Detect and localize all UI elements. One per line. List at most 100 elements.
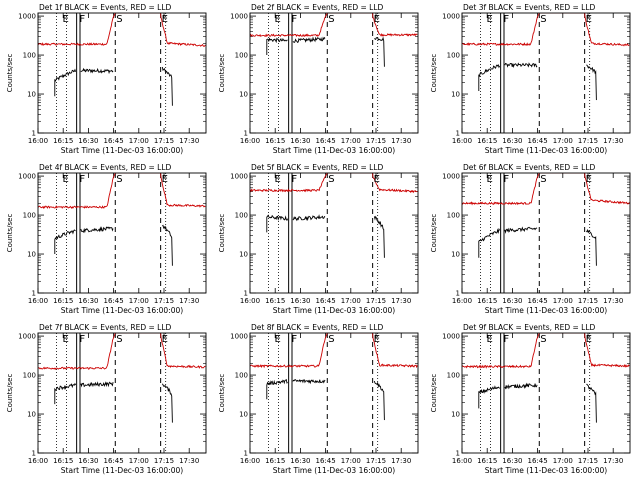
x-tick-label: 16:45	[104, 457, 124, 465]
marker-label: E	[63, 334, 69, 345]
y-tick-label: 1	[244, 290, 248, 298]
marker-label: S	[116, 14, 122, 25]
x-tick-label: 16:15	[53, 297, 73, 305]
x-tick-label: 16:15	[265, 457, 285, 465]
marker-label: E	[586, 14, 592, 25]
lld-trace	[462, 13, 630, 47]
events-trace	[161, 66, 173, 106]
y-tick-label: 1000	[18, 333, 36, 341]
plot-frame	[249, 172, 419, 294]
x-tick-label: 16:30	[290, 137, 310, 145]
detector-panel: Det 3f BLACK = Events, RED = LLD Counts/s…	[430, 3, 631, 155]
x-tick-label: 17:00	[341, 297, 361, 305]
x-tick-label: 16:45	[316, 457, 336, 465]
y-tick-label: 100	[23, 52, 36, 60]
marker-label: S	[540, 174, 546, 185]
lld-trace	[250, 333, 418, 369]
y-tick-label: 1000	[442, 333, 460, 341]
y-tick-label: 100	[235, 52, 248, 60]
x-axis-label: Start Time (11-Dec-03 16:00:00)	[485, 146, 607, 155]
events-trace	[478, 63, 501, 91]
y-tick-label: 10	[27, 91, 36, 99]
detector-panel: Det 8f BLACK = Events, RED = LLD Counts/s…	[218, 323, 419, 475]
y-tick-label: 1000	[442, 173, 460, 181]
x-axis-label: Start Time (11-Dec-03 16:00:00)	[61, 466, 183, 475]
marker-label: S	[328, 14, 334, 25]
events-trace	[504, 226, 538, 234]
x-tick-label: 16:45	[528, 457, 548, 465]
panel-title: Det 2f BLACK = Events, RED = LLD	[251, 3, 384, 12]
y-tick-label: 10	[451, 251, 460, 259]
x-tick-label: 16:45	[528, 297, 548, 305]
marker-label: E	[374, 334, 380, 345]
events-trace	[504, 62, 538, 69]
lld-trace	[462, 333, 630, 369]
x-tick-label: 17:15	[154, 457, 174, 465]
marker-label: F	[291, 174, 297, 185]
marker-label: S	[328, 334, 334, 345]
lld-trace	[38, 173, 206, 209]
x-axis-label: Start Time (11-Dec-03 16:00:00)	[485, 466, 607, 475]
x-tick-label: 16:15	[53, 457, 73, 465]
x-tick-label: 16:45	[104, 297, 124, 305]
events-trace	[478, 385, 500, 409]
x-tick-label: 17:00	[553, 457, 573, 465]
marker-label: F	[79, 174, 85, 185]
x-tick-label: 16:00	[28, 297, 48, 305]
x-tick-label: 17:15	[578, 297, 598, 305]
panel-title: Det 5f BLACK = Events, RED = LLD	[251, 163, 384, 172]
x-tick-label: 16:30	[290, 457, 310, 465]
y-tick-label: 10	[451, 411, 460, 419]
x-tick-label: 17:15	[366, 137, 386, 145]
x-axis-label: Start Time (11-Dec-03 16:00:00)	[61, 146, 183, 155]
y-tick-label: 10	[451, 91, 460, 99]
x-tick-label: 17:15	[578, 137, 598, 145]
x-tick-label: 16:15	[477, 457, 497, 465]
detector-panel: Det 6f BLACK = Events, RED = LLD Counts/s…	[430, 163, 631, 315]
x-tick-label: 16:30	[502, 297, 522, 305]
y-tick-label: 10	[239, 91, 248, 99]
plot-frame	[37, 12, 207, 134]
x-tick-label: 16:15	[265, 137, 285, 145]
marker-label: S	[116, 334, 122, 345]
events-trace	[54, 68, 77, 97]
marker-label: F	[503, 334, 509, 345]
marker-label: E	[487, 14, 493, 25]
x-tick-label: 16:00	[28, 457, 48, 465]
y-tick-label: 1000	[18, 13, 36, 21]
detector-panel: Det 9f BLACK = Events, RED = LLD Counts/s…	[430, 323, 631, 475]
marker-label: E	[63, 14, 69, 25]
detector-panel: Det 5f BLACK = Events, RED = LLD Counts/s…	[218, 163, 419, 315]
x-tick-label: 17:30	[179, 137, 199, 145]
events-trace	[162, 224, 173, 266]
y-tick-label: 1000	[230, 173, 248, 181]
y-tick-label: 1000	[230, 13, 248, 21]
y-tick-label: 100	[23, 212, 36, 220]
y-axis-label: Counts/sec	[6, 54, 14, 93]
x-tick-label: 17:00	[553, 137, 573, 145]
lld-trace	[38, 333, 206, 370]
y-tick-label: 100	[447, 52, 460, 60]
x-tick-label: 17:00	[129, 457, 149, 465]
x-tick-label: 16:00	[452, 137, 472, 145]
x-tick-label: 16:45	[104, 137, 124, 145]
y-tick-label: 100	[447, 212, 460, 220]
plot-frame	[249, 12, 419, 134]
events-trace	[478, 227, 501, 258]
marker-label: F	[79, 14, 85, 25]
x-tick-label: 16:30	[78, 457, 98, 465]
x-tick-label: 16:00	[240, 457, 260, 465]
x-tick-label: 17:30	[603, 457, 623, 465]
y-axis-label: Counts/sec	[430, 374, 438, 413]
x-tick-label: 17:30	[179, 457, 199, 465]
events-trace	[292, 214, 326, 222]
events-trace	[292, 36, 326, 44]
events-trace	[374, 36, 385, 67]
marker-label: F	[79, 334, 85, 345]
events-trace	[504, 382, 538, 390]
x-tick-label: 16:30	[502, 457, 522, 465]
y-tick-label: 1000	[18, 173, 36, 181]
lld-trace	[38, 13, 206, 47]
marker-label: E	[586, 334, 592, 345]
x-axis-label: Start Time (11-Dec-03 16:00:00)	[273, 466, 395, 475]
